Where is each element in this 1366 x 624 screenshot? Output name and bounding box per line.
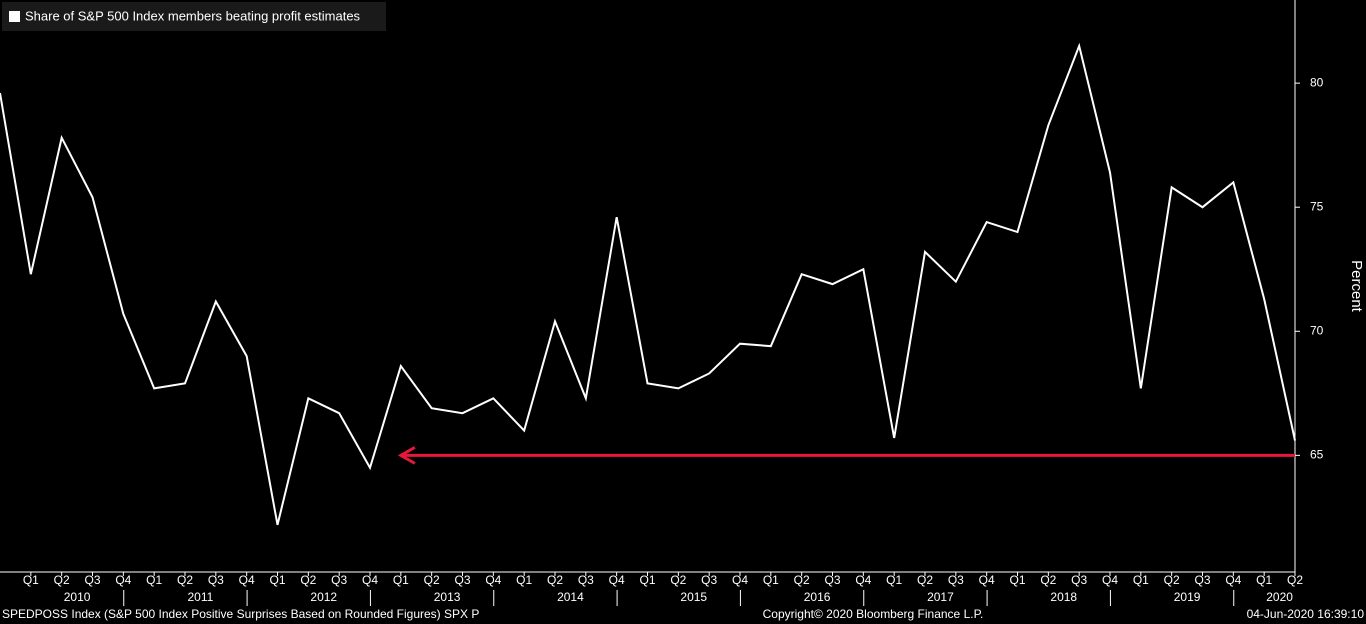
y-tick-label: 80 bbox=[1310, 75, 1324, 89]
x-tick-label: Q2 bbox=[300, 573, 316, 587]
y-tick-label: 75 bbox=[1310, 199, 1324, 213]
y-tick-label: 65 bbox=[1310, 448, 1324, 462]
x-tick-label: Q4 bbox=[362, 573, 378, 587]
x-tick-label: Q2 bbox=[917, 573, 933, 587]
x-tick-label: Q3 bbox=[208, 573, 224, 587]
x-tick-label: Q2 bbox=[424, 573, 440, 587]
year-label: 2014 bbox=[557, 590, 584, 604]
x-tick-label: Q1 bbox=[1009, 573, 1025, 587]
footer-right: 04-Jun-2020 16:39:10 bbox=[1247, 607, 1365, 621]
x-tick-label: Q3 bbox=[948, 573, 964, 587]
x-tick-label: Q3 bbox=[1071, 573, 1087, 587]
x-tick-label: Q4 bbox=[1225, 573, 1241, 587]
x-tick-label: Q1 bbox=[886, 573, 902, 587]
year-label: 2013 bbox=[434, 590, 461, 604]
x-tick-label: Q2 bbox=[670, 573, 686, 587]
year-label: 2020 bbox=[1266, 590, 1293, 604]
x-tick-label: Q4 bbox=[1102, 573, 1118, 587]
x-tick-label: Q1 bbox=[763, 573, 779, 587]
x-tick-label: Q1 bbox=[269, 573, 285, 587]
x-tick-label: Q3 bbox=[454, 573, 470, 587]
footer-left: SPEDPOSS Index (S&P 500 Index Positive S… bbox=[2, 607, 479, 621]
year-label: 2010 bbox=[64, 590, 91, 604]
x-tick-label: Q1 bbox=[1133, 573, 1149, 587]
x-tick-label: Q2 bbox=[177, 573, 193, 587]
x-tick-label: Q3 bbox=[824, 573, 840, 587]
year-label: 2017 bbox=[927, 590, 954, 604]
x-tick-label: Q4 bbox=[979, 573, 995, 587]
x-tick-label: Q3 bbox=[578, 573, 594, 587]
x-tick-label: Q3 bbox=[1194, 573, 1210, 587]
legend-box bbox=[2, 2, 386, 31]
x-tick-label: Q2 bbox=[1040, 573, 1056, 587]
legend-swatch bbox=[9, 11, 20, 22]
year-label: 2016 bbox=[804, 590, 831, 604]
y-tick-label: 70 bbox=[1310, 323, 1324, 337]
x-tick-label: Q2 bbox=[1164, 573, 1180, 587]
x-tick-label: Q3 bbox=[331, 573, 347, 587]
x-tick-label: Q2 bbox=[54, 573, 70, 587]
x-tick-label: Q1 bbox=[146, 573, 162, 587]
year-label: 2015 bbox=[680, 590, 707, 604]
x-tick-label: Q4 bbox=[855, 573, 871, 587]
year-label: 2018 bbox=[1050, 590, 1077, 604]
year-label: 2012 bbox=[310, 590, 337, 604]
footer-center: Copyright© 2020 Bloomberg Finance L.P. bbox=[763, 607, 984, 621]
year-label: 2011 bbox=[188, 590, 214, 604]
x-tick-label: Q4 bbox=[732, 573, 748, 587]
x-tick-label: Q4 bbox=[485, 573, 501, 587]
x-tick-label: Q2 bbox=[547, 573, 563, 587]
arrow-head bbox=[397, 446, 416, 465]
year-label: 2019 bbox=[1174, 590, 1201, 604]
x-tick-label: Q1 bbox=[23, 573, 39, 587]
legend-label: Share of S&P 500 Index members beating p… bbox=[25, 8, 361, 23]
x-tick-label: Q1 bbox=[639, 573, 655, 587]
x-tick-label: Q4 bbox=[115, 573, 131, 587]
x-tick-label: Q4 bbox=[609, 573, 625, 587]
x-tick-label: Q3 bbox=[701, 573, 717, 587]
x-tick-label: Q1 bbox=[393, 573, 409, 587]
x-tick-label: Q4 bbox=[239, 573, 255, 587]
series-line bbox=[0, 42, 1296, 526]
x-tick-label: Q1 bbox=[516, 573, 532, 587]
x-tick-label: Q2 bbox=[1287, 573, 1303, 587]
x-tick-label: Q2 bbox=[794, 573, 810, 587]
y-axis-label: Percent bbox=[1348, 260, 1365, 313]
x-tick-label: Q1 bbox=[1256, 573, 1272, 587]
x-tick-label: Q3 bbox=[84, 573, 100, 587]
